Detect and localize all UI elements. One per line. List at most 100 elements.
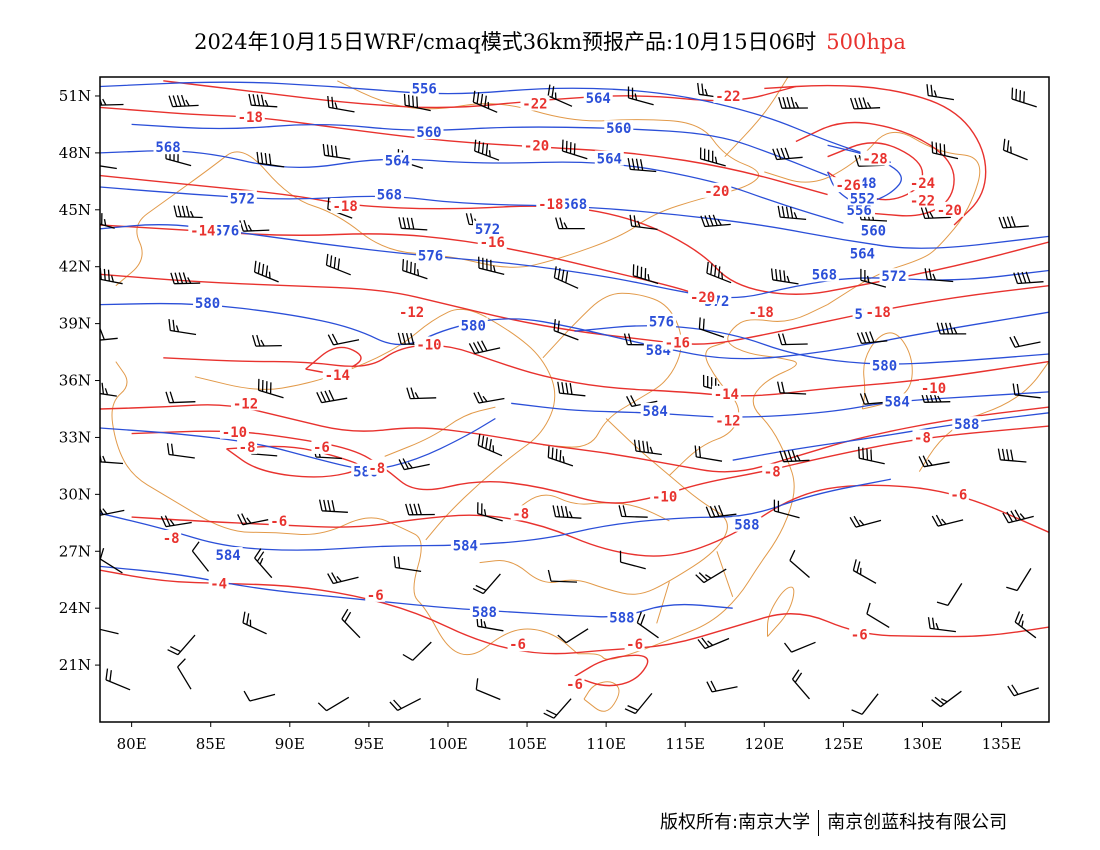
temperature-label: -6 bbox=[950, 487, 967, 503]
wind-barb bbox=[100, 213, 115, 229]
wind-barb bbox=[474, 139, 500, 161]
wind-barb bbox=[924, 268, 954, 283]
temperature-label-bg bbox=[161, 529, 182, 545]
height-label-bg bbox=[879, 268, 909, 284]
temperature-label-bg bbox=[713, 412, 743, 428]
axes: 80E 85E 90E 95E 100E 105E 110E 115E 120E 125E 130E… bbox=[59, 87, 1022, 753]
wind-barb bbox=[697, 637, 730, 650]
temperature-label-bg bbox=[907, 175, 937, 191]
temperature-label: -18 bbox=[238, 110, 263, 126]
height-label: 580 bbox=[195, 296, 220, 312]
wind-barb bbox=[257, 378, 284, 399]
wind-barb bbox=[624, 692, 653, 715]
wind-barb bbox=[1013, 271, 1044, 285]
wind-barb bbox=[256, 151, 285, 168]
height-label: 584 bbox=[885, 394, 910, 410]
wind-barb bbox=[237, 513, 269, 526]
pressure-level: 500hpa bbox=[826, 30, 906, 54]
height-label-bg bbox=[560, 196, 589, 212]
temperature-label-bg bbox=[919, 380, 949, 396]
wind-barb bbox=[866, 602, 890, 628]
temperature-label-bg bbox=[860, 150, 890, 166]
wind-barb bbox=[100, 165, 117, 170]
temperature-label: -22 bbox=[715, 89, 740, 105]
lon-tick-label: 90E bbox=[275, 735, 305, 753]
temperature-label: -6 bbox=[270, 514, 287, 530]
temperature-label: -6 bbox=[509, 637, 526, 653]
temperature-label-bg bbox=[934, 201, 964, 217]
temperature-label: -18 bbox=[748, 305, 773, 321]
wind-barb bbox=[547, 569, 578, 583]
wind-barb bbox=[398, 458, 430, 471]
wind-barb bbox=[402, 641, 432, 661]
height-label-bg bbox=[640, 402, 670, 418]
lat-tick-label: 51N bbox=[59, 87, 91, 105]
border-line bbox=[656, 581, 670, 624]
temperature-label: -16 bbox=[665, 336, 690, 352]
lat-tick-label: 45N bbox=[59, 201, 91, 219]
wind-barb bbox=[100, 628, 119, 635]
wind-barb bbox=[776, 381, 807, 395]
wind-barb bbox=[317, 696, 350, 712]
wind-barb bbox=[398, 217, 428, 231]
height-label: 588 bbox=[472, 605, 497, 621]
wind-barb bbox=[253, 260, 279, 283]
temperature-label: -12 bbox=[715, 413, 740, 429]
temperature-label-bg bbox=[713, 87, 743, 103]
temperature-contour bbox=[305, 346, 362, 374]
temperature-label: -8 bbox=[764, 465, 781, 481]
temperature-label-bg bbox=[268, 512, 289, 528]
height-label: 564 bbox=[385, 153, 410, 169]
height-contour bbox=[826, 144, 902, 204]
wind-barb bbox=[191, 541, 210, 572]
wind-barb bbox=[473, 391, 505, 404]
wind-barb bbox=[403, 93, 431, 112]
temperature-contour bbox=[100, 174, 1049, 295]
height-label-bg bbox=[473, 220, 503, 236]
border-line bbox=[542, 292, 682, 448]
wind-barb bbox=[239, 220, 270, 232]
height-label: 560 bbox=[861, 224, 886, 240]
height-label: 556 bbox=[412, 81, 437, 97]
height-label: 560 bbox=[416, 125, 441, 141]
temperature-contour bbox=[163, 80, 797, 109]
wind-barb bbox=[322, 143, 351, 160]
wind-barbs bbox=[100, 82, 1044, 719]
wind-barb bbox=[557, 381, 586, 397]
temperature-label: -4 bbox=[210, 577, 227, 593]
temperature-label-bg bbox=[624, 636, 645, 652]
height-label-bg bbox=[847, 190, 877, 206]
wind-barb bbox=[242, 611, 267, 635]
wind-barb bbox=[773, 499, 800, 519]
wind-barb bbox=[918, 455, 950, 468]
temperature-label-bg bbox=[477, 234, 507, 250]
temperature-contour bbox=[226, 445, 361, 478]
height-label: 564 bbox=[850, 246, 875, 262]
temperature-label: -6 bbox=[566, 677, 583, 693]
temperature-label-bg bbox=[564, 676, 585, 692]
lat-tick-label: 39N bbox=[59, 315, 91, 333]
temperature-contour bbox=[764, 84, 987, 226]
temperature-label: -6 bbox=[367, 588, 384, 604]
wind-barb bbox=[477, 502, 503, 522]
height-label-bg bbox=[458, 317, 488, 333]
lon-tick-label: 120E bbox=[745, 735, 785, 753]
lat-tick-label: 30N bbox=[59, 485, 91, 503]
wind-barb bbox=[552, 505, 582, 519]
height-label: 588 bbox=[734, 518, 759, 534]
wind-barb bbox=[779, 449, 810, 463]
height-label-bg bbox=[646, 313, 676, 329]
height-label: 572 bbox=[475, 222, 500, 238]
border-line bbox=[577, 304, 828, 660]
lon-tick-label: 135E bbox=[982, 735, 1022, 753]
lat-tick-label: 33N bbox=[59, 428, 91, 446]
wind-barb bbox=[557, 628, 589, 644]
wind-barb bbox=[1002, 138, 1028, 161]
wind-barb bbox=[160, 515, 192, 528]
wind-barb bbox=[547, 446, 574, 467]
height-label-bg bbox=[870, 357, 900, 373]
temperature-label-bg bbox=[311, 438, 332, 454]
temperature-label-bg bbox=[702, 182, 732, 198]
wind-barb bbox=[1014, 611, 1037, 639]
height-contour bbox=[732, 412, 1049, 461]
